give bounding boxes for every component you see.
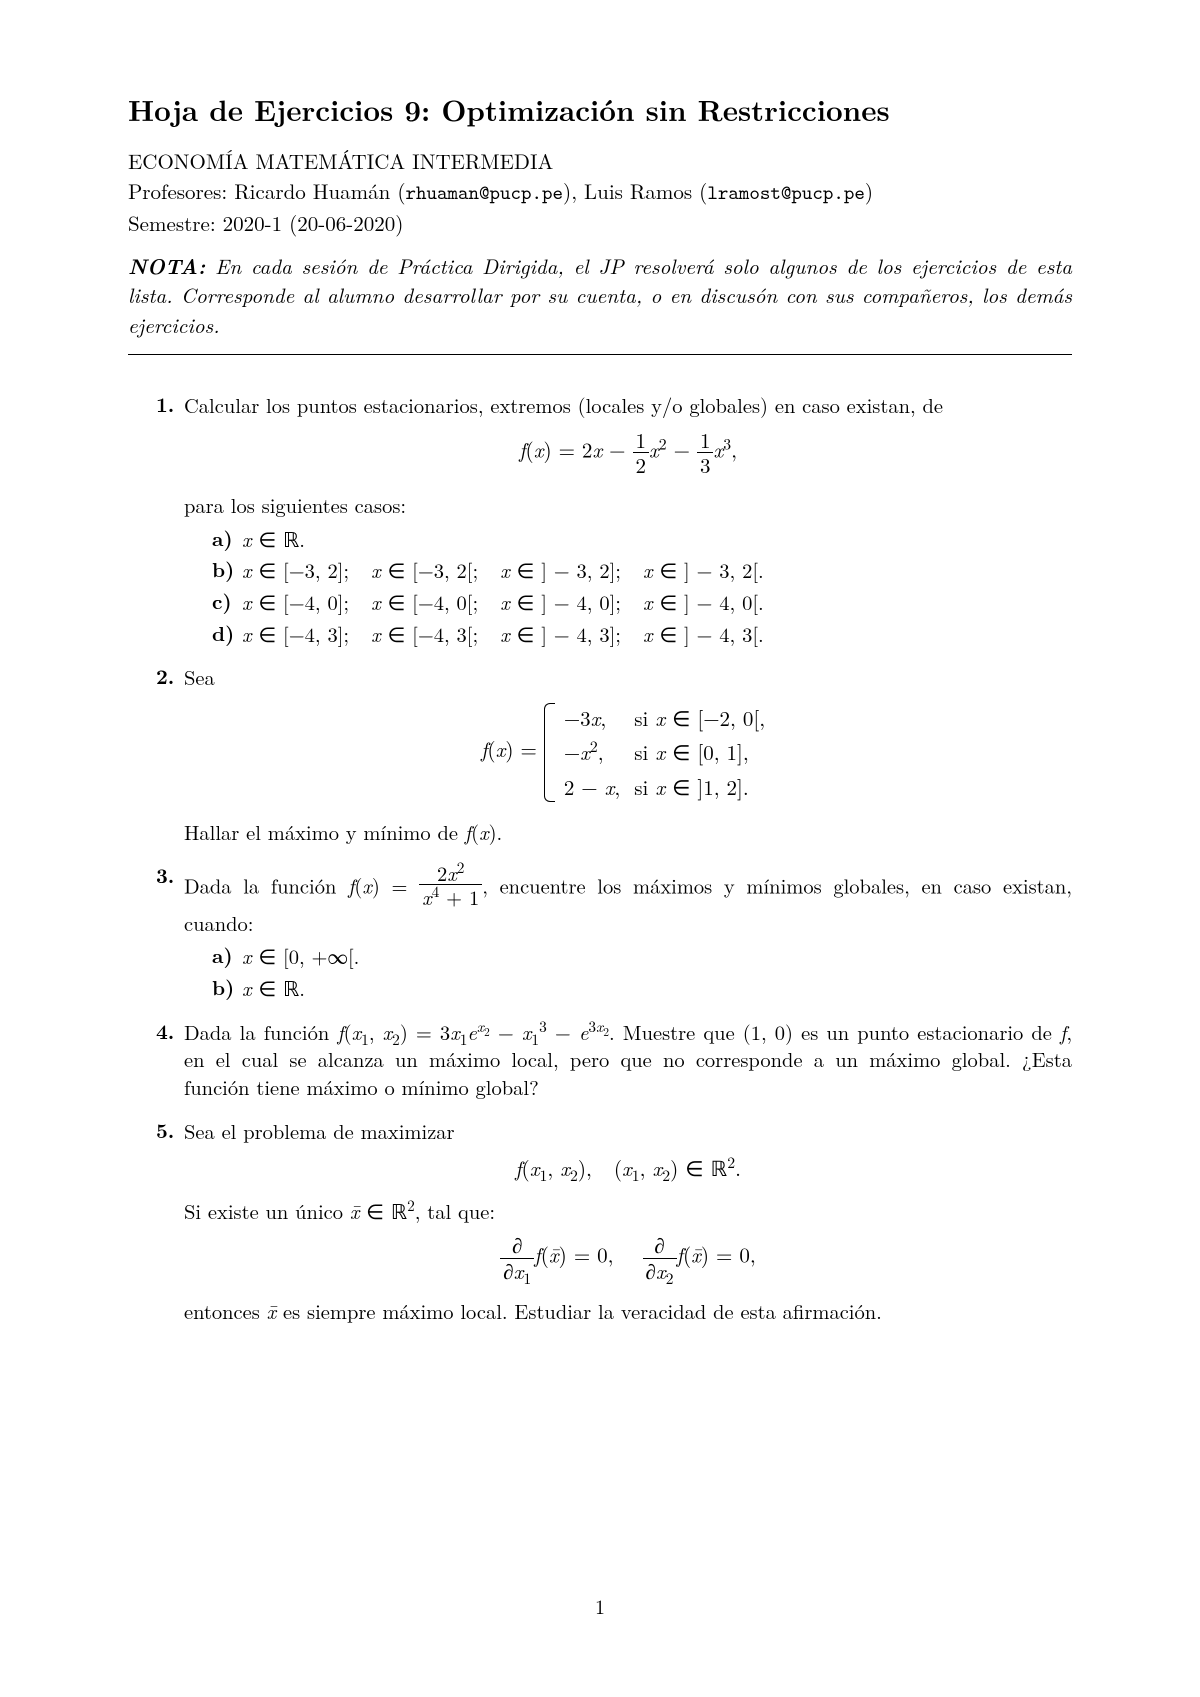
p3-a: a) x ∈ [0, +∞[.	[212, 942, 1072, 970]
p1-subitems: a) x ∈ ℝ. b) x ∈ [−3, 2];x ∈ [−3, 2[;x ∈…	[184, 525, 1072, 648]
problem-4: 4. Dada la función f(x1, x2) = 3x1ex2 − …	[156, 1018, 1072, 1101]
semester-line: Semestre: 2020-1 (20-06-2020)	[128, 209, 1072, 237]
problem-number: 2.	[156, 663, 174, 691]
p2-text-b: Hallar el máximo y mínimo de f(x).	[184, 817, 502, 846]
page: Hoja de Ejercicios 9: Optimización sin R…	[0, 0, 1200, 1697]
page-number: 1	[0, 1592, 1200, 1619]
p3-b: b) x ∈ ℝ.	[212, 974, 1072, 1002]
horizontal-rule	[128, 354, 1072, 355]
professors-line: Profesores: Ricardo Huamán (rhuaman@pucp…	[128, 177, 1072, 207]
problem-number: 3.	[156, 862, 174, 890]
p1-equation: f(x) = 2x − 12x2 − 13x3,	[184, 429, 1072, 477]
p2-text-a: Sea	[184, 662, 215, 691]
problem-number: 5.	[156, 1117, 174, 1145]
prof-label: Profesores:	[128, 176, 234, 206]
course-name: ECONOMÍA MATEMÁTICA INTERMEDIA	[128, 147, 1072, 175]
p5-disp2: ∂∂x1f(x̄) = 0, ∂∂x2f(x̄) = 0,	[184, 1234, 1072, 1282]
p5-disp1: f(x1, x2),(x1, x2) ∈ ℝ2.	[184, 1154, 1072, 1182]
problem-list: 1. Calcular los puntos estacionarios, ex…	[156, 391, 1072, 1324]
problem-number: 1.	[156, 391, 174, 419]
p3-subitems: a) x ∈ [0, +∞[. b) x ∈ ℝ.	[184, 942, 1072, 1001]
p1-c: c) x ∈ [−4, 0];x ∈ [−4, 0[;x ∈ ] − 4, 0]…	[212, 588, 1072, 616]
prof2-email: lramost@pucp.pe	[707, 180, 865, 206]
nota-body: En cada sesión de Práctica Dirigida, el …	[128, 251, 1072, 340]
p1-d: d) x ∈ [−4, 3];x ∈ [−4, 3[;x ∈ ] − 4, 3]…	[212, 620, 1072, 648]
p1-b: b) x ∈ [−3, 2];x ∈ [−3, 2[;x ∈ ] − 3, 2]…	[212, 556, 1072, 584]
problem-5: 5. Sea el problema de maximizar f(x1, x2…	[156, 1117, 1072, 1325]
prof2-name: Luis Ramos	[584, 176, 692, 206]
p3-text-a: Dada la función	[184, 870, 348, 899]
nota-lead: NOTA:	[128, 251, 205, 281]
problem-number: 4.	[156, 1018, 174, 1046]
p1-a: a) x ∈ ℝ.	[212, 525, 1072, 553]
problem-2: 2. Sea f(x) = −3x,si x ∈ [−2, 0[, −x2,si…	[156, 663, 1072, 845]
p5-text-a: Sea el problema de maximizar	[184, 1116, 455, 1145]
nota-paragraph: NOTA: En cada sesión de Práctica Dirigid…	[128, 252, 1072, 340]
prof1-email: rhuaman@pucp.pe	[406, 180, 564, 206]
prof1-name: Ricardo Huamán	[234, 176, 390, 206]
prof-sep: ,	[571, 176, 584, 206]
p1-text-b: para los siguientes casos:	[184, 490, 406, 519]
p1-text-a: Calcular los puntos estacionarios, extre…	[184, 390, 943, 419]
problem-3: 3. Dada la función f(x) = 2x2x4 + 1, enc…	[156, 862, 1072, 1002]
doc-title: Hoja de Ejercicios 9: Optimización sin R…	[128, 90, 1072, 129]
problem-1: 1. Calcular los puntos estacionarios, ex…	[156, 391, 1072, 647]
p2-cases: f(x) = −3x,si x ∈ [−2, 0[, −x2,si x ∈ [0…	[184, 701, 1072, 804]
